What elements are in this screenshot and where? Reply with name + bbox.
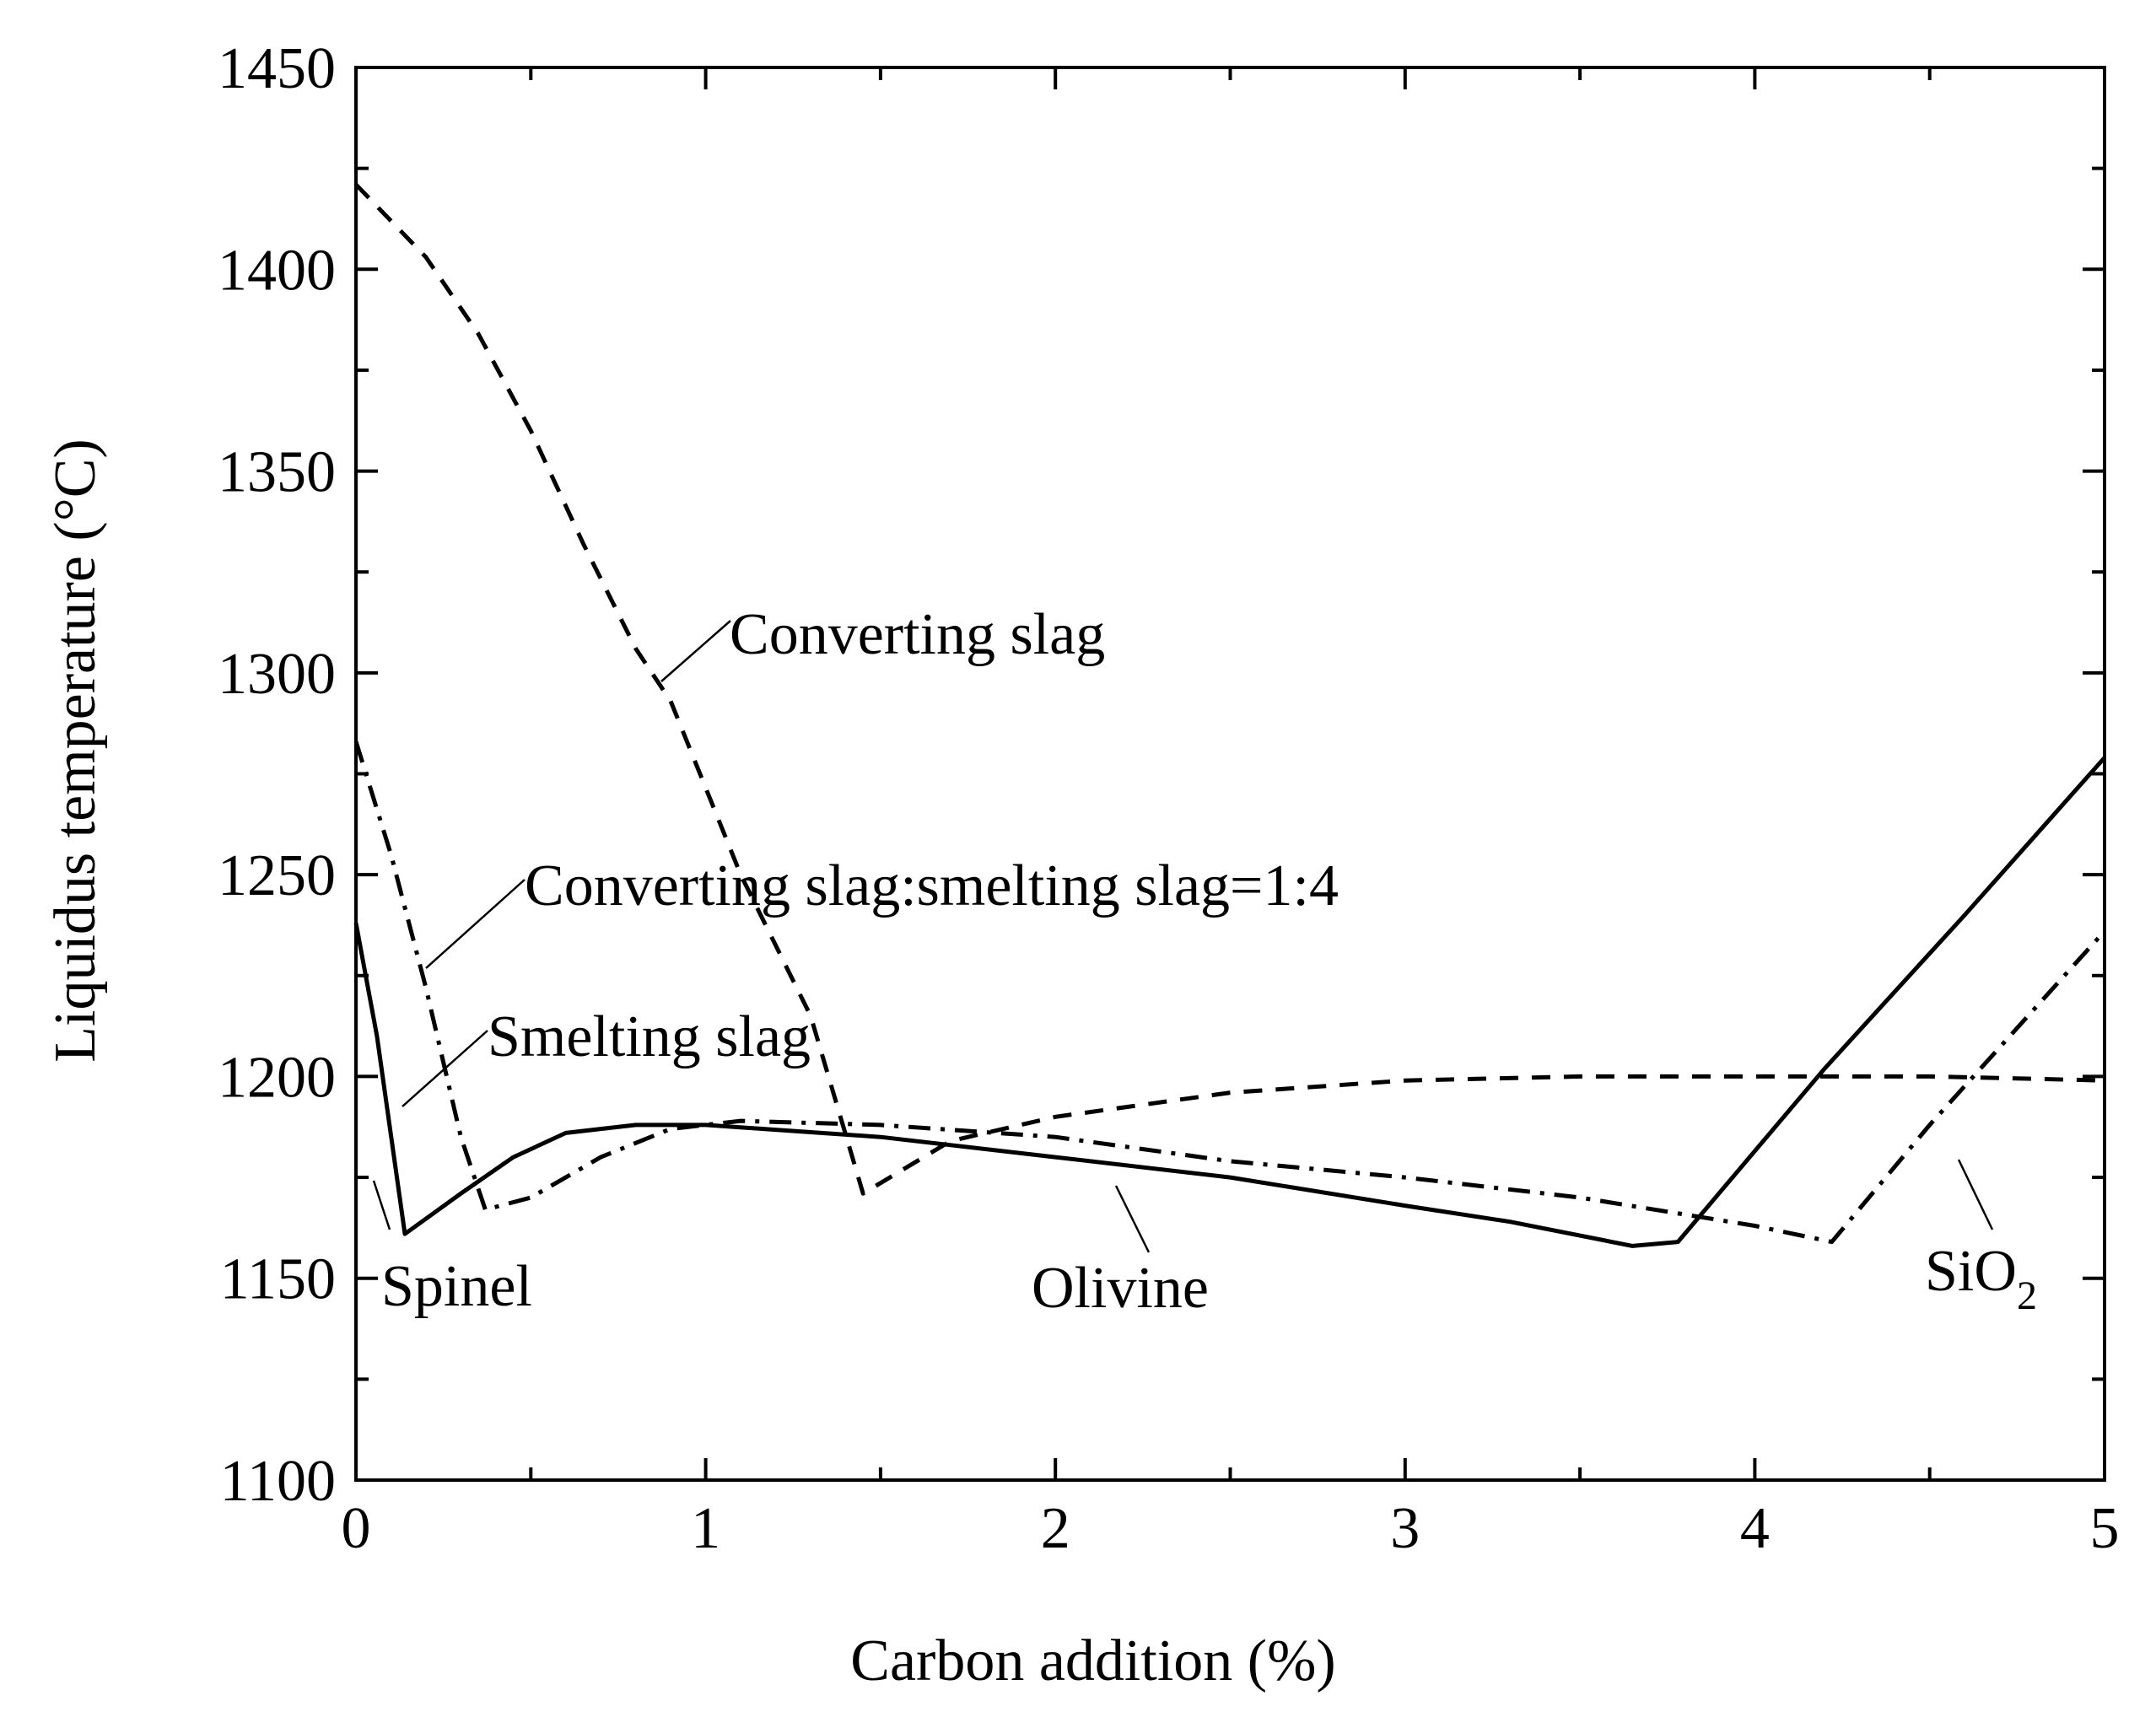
y-tick-label: 1100 <box>220 1449 336 1514</box>
x-tick-label: 2 <box>1041 1496 1070 1561</box>
x-tick-label: 1 <box>691 1496 720 1561</box>
x-tick-label: 0 <box>342 1496 371 1561</box>
annotation-converting-slag: Converting slag <box>730 602 1105 667</box>
x-tick-label: 5 <box>2090 1496 2120 1561</box>
x-tick-label: 4 <box>1740 1496 1770 1561</box>
annotation-smelting-slag: Smelting slag <box>488 1004 811 1069</box>
leader-spinel <box>372 1180 391 1230</box>
y-tick-label: 1400 <box>218 238 336 303</box>
axes-layer: 0 1 2 3 4 5 1100 1150 1200 1250 1300 1350 1400 1450 <box>218 36 2120 1561</box>
y-tick-label: 1150 <box>220 1247 336 1312</box>
series-layer <box>353 183 2106 1248</box>
series-line-smelting-slag <box>353 756 2106 1248</box>
y-axis-title: Liquidus temperature (°C) <box>43 439 108 1062</box>
annotation-blend: Converting slag:smelting slag=1:4 <box>525 853 1339 918</box>
leader-blend <box>425 879 526 969</box>
y-tick-label: 1300 <box>218 642 336 707</box>
leader-smelting-slag <box>402 1030 488 1107</box>
plot-frame <box>354 66 2106 1482</box>
x-tick-label: 3 <box>1390 1496 1420 1561</box>
annotation-olivine: Olivine <box>1032 1256 1209 1321</box>
annotation-spinel: Spinel <box>381 1254 532 1319</box>
leader-olivine <box>1114 1185 1151 1253</box>
series-line-converting-slag-smelting-slag-1-4 <box>353 740 2106 1245</box>
y-tick-label: 1200 <box>218 1045 336 1110</box>
y-tick-label: 1350 <box>218 440 336 505</box>
leader-converting-slag <box>660 620 731 682</box>
annotation-layer: Converting slag Converting slag:smelting… <box>372 602 2037 1321</box>
x-axis-title: Carbon addition (%) <box>850 1629 1335 1693</box>
annotation-sio2-subscript: 2 <box>2017 1273 2037 1318</box>
series-line-converting-slag <box>354 183 2105 1196</box>
y-tick-label: 1450 <box>218 36 336 101</box>
leader-sio2 <box>1957 1159 1994 1230</box>
y-tick-label: 1250 <box>218 843 336 908</box>
annotation-sio2: SiO2 <box>1925 1239 2037 1318</box>
